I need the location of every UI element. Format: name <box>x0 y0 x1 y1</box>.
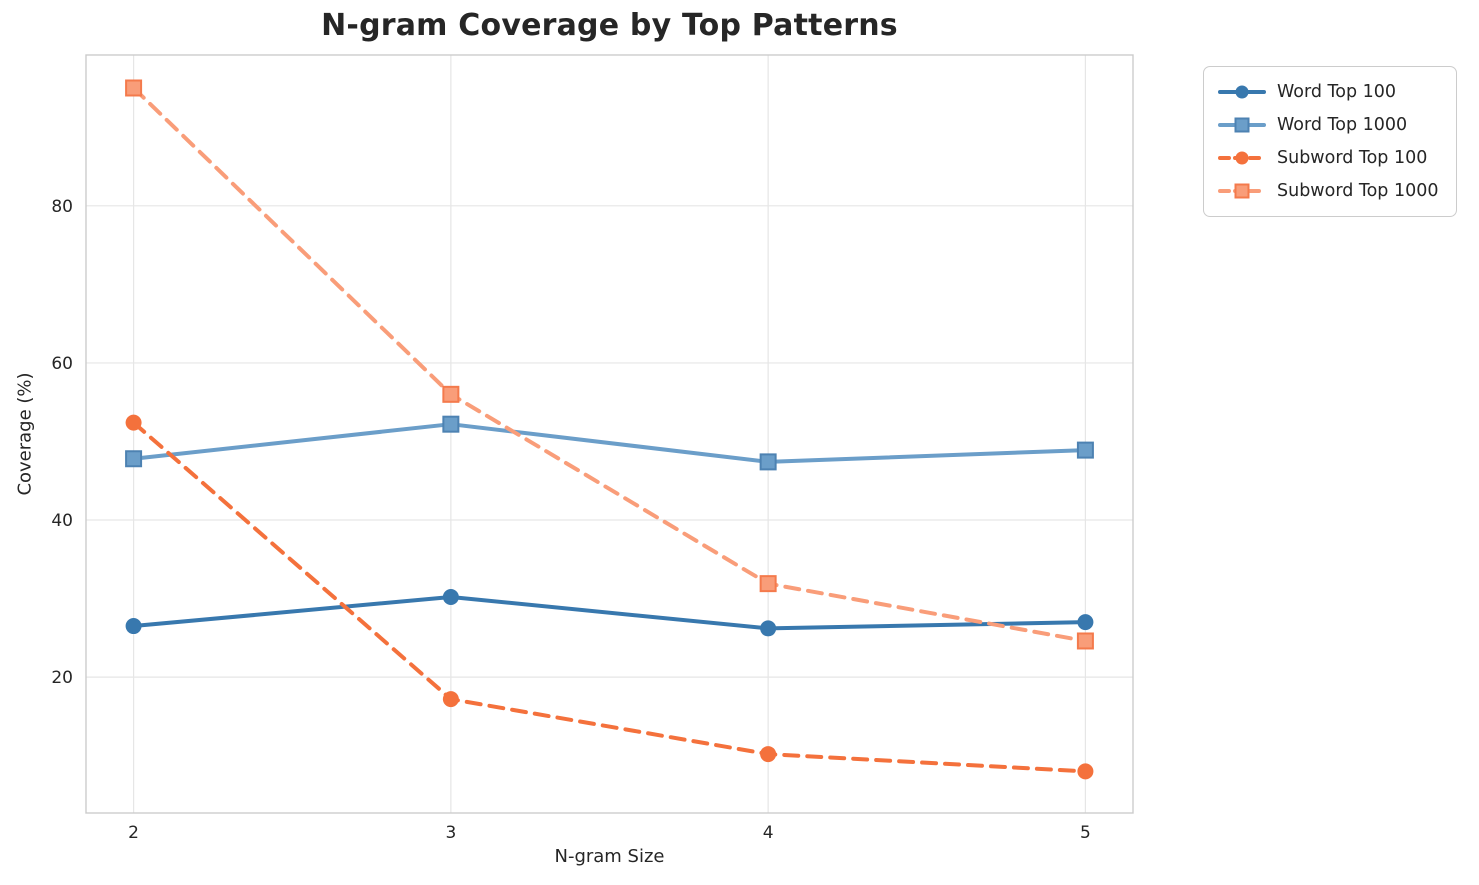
legend: Word Top 100 Word Top 1000 Subword Top 1… <box>1203 66 1457 217</box>
legend-label: Subword Top 100 <box>1277 148 1428 168</box>
marker-subword-top-1000 <box>442 385 460 403</box>
y-tick-label: 40 <box>51 511 73 531</box>
series-line-subword-top-1000 <box>131 85 1088 643</box>
legend-item-subword-top-100: Subword Top 100 <box>1218 144 1442 172</box>
series-line-subword-top-100 <box>131 420 1088 774</box>
marker-subword-top-1000 <box>125 79 143 97</box>
marker-word-top-1000 <box>125 450 143 468</box>
marker-subword-top-1000 <box>1076 632 1094 650</box>
y-tick-label: 80 <box>51 197 73 217</box>
legend-label: Subword Top 1000 <box>1277 181 1439 201</box>
marker-word-top-100 <box>1077 614 1094 631</box>
marker-subword-top-100 <box>760 746 777 763</box>
legend-item-word-top-1000: Word Top 1000 <box>1218 111 1442 139</box>
marker-word-top-1000 <box>442 415 460 433</box>
marker-subword-top-100 <box>125 414 142 431</box>
legend-swatch-dashed-square-icon <box>1218 183 1266 199</box>
marker-subword-top-100 <box>1077 763 1094 780</box>
marker-word-top-100 <box>1235 85 1249 99</box>
y-tick-label: 60 <box>51 354 73 374</box>
x-tick-label: 2 <box>128 823 139 843</box>
marker-word-top-1000 <box>759 453 777 471</box>
marker-word-top-100 <box>442 588 459 605</box>
x-axis-label: N-gram Size <box>554 846 665 867</box>
marker-subword-top-1000 <box>759 575 777 593</box>
legend-label: Word Top 100 <box>1277 82 1397 102</box>
marker-word-top-1000 <box>1076 441 1094 459</box>
x-tick-label: 3 <box>445 823 456 843</box>
x-tick-label: 5 <box>1080 823 1091 843</box>
x-tick-label: 4 <box>763 823 774 843</box>
series-line-word-top-1000 <box>131 422 1088 464</box>
legend-swatch-line-circle-icon <box>1218 85 1266 99</box>
series-line-word-top-100 <box>131 594 1088 631</box>
y-tick-label: 20 <box>51 668 73 688</box>
marker-word-top-100 <box>760 620 777 637</box>
marker-word-top-1000 <box>1234 117 1250 133</box>
marker-subword-top-100 <box>1235 151 1249 165</box>
legend-item-word-top-100: Word Top 100 <box>1218 78 1442 106</box>
marker-subword-top-1000 <box>1234 183 1250 199</box>
legend-item-subword-top-1000: Subword Top 1000 <box>1218 177 1442 205</box>
marker-word-top-100 <box>125 618 142 635</box>
legend-swatch-line-square-icon <box>1218 117 1266 133</box>
y-axis-label: Coverage (%) <box>14 372 36 496</box>
marker-subword-top-100 <box>442 691 459 708</box>
legend-label: Word Top 1000 <box>1277 115 1408 135</box>
legend-swatch-dashed-circle-icon <box>1218 151 1266 165</box>
chart-title: N-gram Coverage by Top Patterns <box>321 8 898 43</box>
plot-border <box>85 54 1134 814</box>
